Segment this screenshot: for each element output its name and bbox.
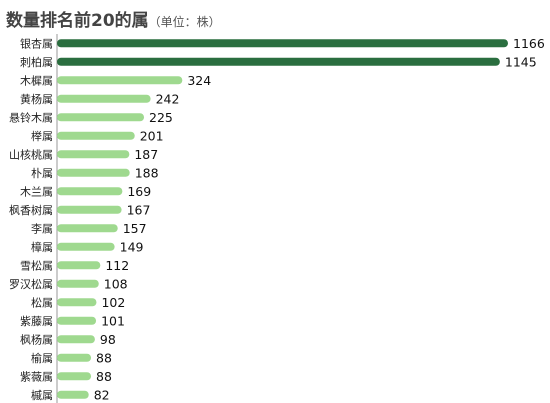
value-label: 167 [127,202,151,217]
chart-title: 数量排名前20的属（单位：株） [6,6,221,31]
value-label: 201 [140,128,164,143]
category-label: 枫杨属 [20,332,53,346]
value-label: 187 [134,147,158,162]
category-label: 悬铃木属 [9,110,53,124]
category-label: 紫藤属 [20,315,53,328]
bar [57,353,92,362]
category-label: 黄杨属 [20,92,53,106]
category-label: 榆属 [31,351,53,365]
category-label: 李属 [31,221,53,235]
value-label: 112 [105,258,129,273]
bar [57,205,122,214]
bar [57,187,123,196]
category-label: 罗汉松属 [9,277,53,291]
bar [57,261,101,270]
bar [57,150,130,159]
chart-unit: （单位：株） [148,15,221,29]
bar [57,316,97,325]
value-label: 225 [149,110,173,125]
value-label: 102 [101,295,125,310]
bar [57,335,95,344]
bar [57,131,135,140]
value-label: 88 [96,350,112,365]
value-label: 98 [100,332,116,347]
category-label: 木樨属 [20,73,53,87]
bar [57,76,183,85]
category-label: 紫薇属 [20,370,53,383]
value-label: 1166 [513,36,545,51]
bar [57,279,99,288]
bar [57,94,151,103]
bar [57,39,508,48]
bar [57,298,97,307]
bar [57,372,92,381]
category-label: 山核桃属 [9,147,53,161]
category-label: 樟属 [31,240,53,254]
bar [57,242,115,251]
category-label: 雪松属 [20,258,53,272]
category-label: 枫香树属 [9,203,53,217]
value-label: 101 [101,313,125,328]
category-label: 槭属 [31,388,53,402]
bar [57,113,145,122]
category-label: 刺柏属 [20,55,53,69]
bar [57,168,130,177]
value-label: 169 [127,184,151,199]
bar [57,224,118,233]
category-label: 榉属 [31,129,53,143]
category-label: 木兰属 [20,185,53,198]
value-label: 88 [96,369,112,384]
value-label: 157 [123,221,147,236]
category-label: 松属 [31,295,53,309]
value-label: 242 [156,91,180,106]
category-label: 朴属 [31,166,53,180]
value-label: 188 [135,165,159,180]
bar [57,57,500,66]
bar [57,390,89,399]
value-label: 108 [104,276,128,291]
value-label: 1145 [505,54,537,69]
value-label: 324 [187,73,211,88]
chart-title-text: 数量排名前20的属 [6,11,149,31]
category-label: 银杏属 [20,36,53,50]
value-label: 82 [94,387,110,402]
value-label: 149 [120,239,144,254]
